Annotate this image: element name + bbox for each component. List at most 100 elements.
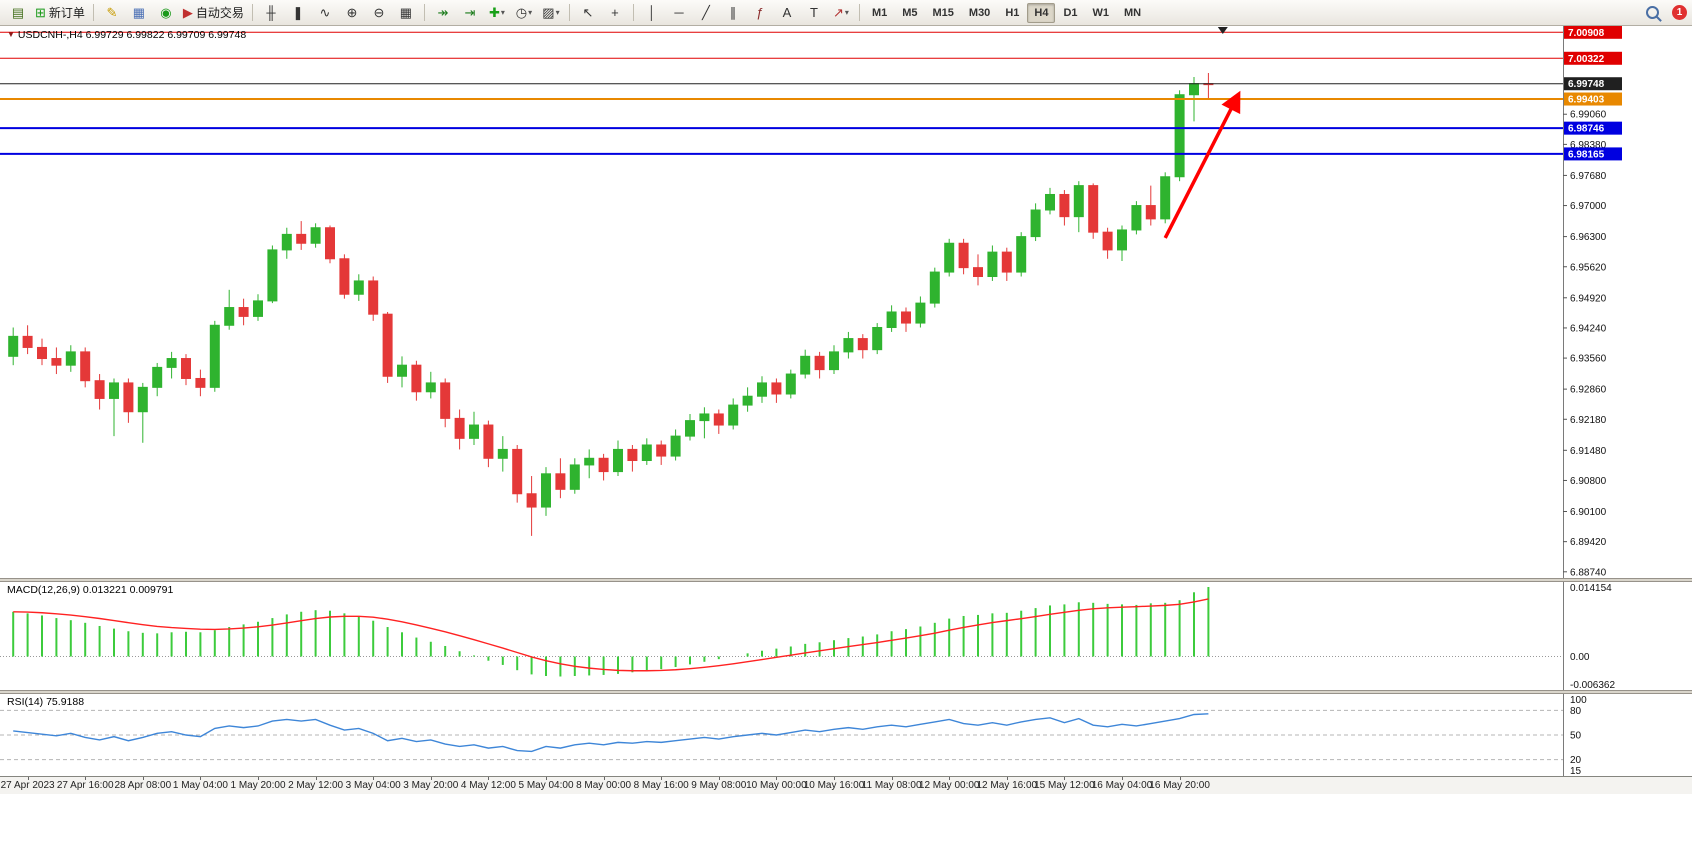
time-label: 9 May 08:00 <box>691 780 747 791</box>
equidistant-channel-button[interactable]: ∥ <box>720 2 746 24</box>
chart-object-marker[interactable] <box>1217 27 1228 34</box>
timeframe-m15-button[interactable]: M15 <box>932 6 954 19</box>
timeframe-m30-button[interactable]: M30 <box>968 6 991 19</box>
tile-windows-icon: ▦ <box>399 5 413 20</box>
candle-body <box>1102 231 1113 251</box>
macd-panel[interactable]: 0.014154 0.00 -0.006362 <box>0 582 1692 690</box>
candlestick-chart-type-button[interactable]: ❚ <box>285 2 311 24</box>
chart-title: USDCNH-,H4 6.99729 6.99822 6.99709 6.997… <box>17 29 247 41</box>
candle-body <box>8 335 19 357</box>
price-box-label: 6.99748 <box>1568 79 1605 90</box>
price-box <box>1564 77 1622 91</box>
chart-shift-button[interactable]: ⇥ <box>457 2 483 24</box>
price-box <box>1564 26 1622 39</box>
fibonacci-button[interactable]: ƒ <box>747 2 773 24</box>
price-tick-label: 6.99060 <box>1570 110 1607 121</box>
candle-body <box>929 271 940 304</box>
time-tick <box>891 777 893 780</box>
price-box <box>1564 92 1622 106</box>
templates-button[interactable]: ▨ ▾ <box>538 2 564 24</box>
zoom-in-button[interactable]: ⊕ <box>339 2 365 24</box>
bar-chart-type-button[interactable]: ╫ <box>258 2 284 24</box>
timeframe-w1-button[interactable]: W1 <box>1092 6 1110 19</box>
timeframe-m1-button[interactable]: M1 <box>871 6 888 19</box>
toolbar-separator <box>251 4 253 21</box>
candle-body <box>296 233 307 244</box>
main-chart[interactable]: 6.99060 6.98380 6.97680 6.97000 6.96300 6.956… <box>0 26 1692 578</box>
candle-body <box>353 280 364 295</box>
time-axis[interactable]: 27 Apr 2023 27 Apr 16:00 28 Apr 08:00 1 May… <box>0 776 1692 794</box>
dropdown-caret-icon: ▾ <box>500 8 505 17</box>
horizontal-lines[interactable]: 7.00908 7.00322 6.99748 6.99403 6.98746 6.981… <box>0 26 1622 161</box>
candle-body <box>584 457 595 466</box>
text-tool-button[interactable]: A <box>774 2 800 24</box>
label-tool-icon: T <box>809 5 818 20</box>
trend-arrow-annotation[interactable] <box>1163 90 1241 239</box>
svg-text:-0.006362: -0.006362 <box>1570 680 1615 690</box>
candle-body <box>685 420 695 437</box>
candle-body <box>1131 205 1142 231</box>
time-tick <box>834 777 835 780</box>
candle-body <box>497 448 508 459</box>
time-label: 11 May 08:00 <box>861 780 922 791</box>
search-button[interactable] <box>1639 2 1665 24</box>
candle-body <box>901 311 911 324</box>
timeframe-mn-button[interactable]: MN <box>1124 6 1142 19</box>
candle-body <box>512 448 523 495</box>
price-tick-label: 6.94920 <box>1570 293 1607 304</box>
time-label: 3 May 20:00 <box>403 780 459 791</box>
profiles-button[interactable]: ▦ <box>126 2 152 24</box>
timeframe-d1-button[interactable]: D1 <box>1063 6 1078 19</box>
crosshair-button[interactable]: + <box>602 2 628 24</box>
candle-body <box>843 338 854 353</box>
price-box <box>1564 121 1622 135</box>
price-axis[interactable]: 6.99060 6.98380 6.97680 6.97000 6.96300 6.956… <box>1563 110 1607 578</box>
time-tick <box>1179 777 1181 780</box>
candle-body <box>166 358 177 368</box>
candle-body <box>454 417 465 439</box>
new-order-button[interactable]: ⊞ 新订单 <box>32 2 88 24</box>
trendline-button[interactable]: ╱ <box>693 2 719 24</box>
candle-body <box>22 335 33 348</box>
candle-body <box>382 313 393 377</box>
auto-scroll-button[interactable]: ↠ <box>430 2 456 24</box>
time-label: 12 May 16:00 <box>976 780 1038 791</box>
time-label: 28 Apr 08:00 <box>114 780 172 791</box>
candle-body <box>1045 193 1055 211</box>
market-watch-button[interactable]: ◉ <box>153 2 179 24</box>
candle-body <box>958 242 969 269</box>
vertical-line-button[interactable]: │ <box>639 2 665 24</box>
candle-body <box>325 227 335 260</box>
timeframe-h4-button[interactable]: H4 <box>1027 2 1056 23</box>
arrows-tool-button[interactable]: ↗ ▾ <box>828 2 854 24</box>
panel-splitter[interactable] <box>0 690 1692 694</box>
timeframe-m5-button[interactable]: M5 <box>902 6 918 19</box>
autotrading-button[interactable]: ▶ 自动交易 <box>180 2 247 24</box>
new-chart-button[interactable]: ▤ <box>5 2 31 24</box>
candle-body <box>541 473 551 508</box>
metaeditor-button[interactable]: ✎ <box>99 2 125 24</box>
zoom-out-button[interactable]: ⊖ <box>366 2 392 24</box>
candle-body <box>872 326 883 351</box>
line-chart-type-button[interactable]: ∿ <box>312 2 338 24</box>
chart-window[interactable]: 6.99060 6.98380 6.97680 6.97000 6.96300 6.956… <box>0 26 1692 794</box>
time-tick <box>718 777 720 780</box>
horizontal-line-button[interactable]: ─ <box>666 2 692 24</box>
timeframe-h1-button[interactable]: H1 <box>1005 6 1020 19</box>
toolbar-separator <box>632 4 634 21</box>
tile-windows-button[interactable]: ▦ <box>393 2 419 24</box>
candle-body <box>1160 176 1171 220</box>
price-tick-label: 6.97000 <box>1570 201 1607 212</box>
periods-button[interactable]: ◷ ▾ <box>511 2 537 24</box>
notifications-badge[interactable]: 1 <box>1672 5 1687 20</box>
text-tool-icon: A <box>782 5 792 20</box>
time-tick <box>85 777 87 780</box>
cursor-button[interactable]: ↖ <box>575 2 601 24</box>
label-tool-button[interactable]: T <box>801 2 827 24</box>
indicators-button[interactable]: ✚ ▾ <box>484 2 510 24</box>
horizontal-line-icon: ─ <box>674 5 684 20</box>
panel-splitter[interactable] <box>0 578 1692 582</box>
line-chart-type-icon: ∿ <box>319 5 331 20</box>
time-tick <box>546 777 547 780</box>
